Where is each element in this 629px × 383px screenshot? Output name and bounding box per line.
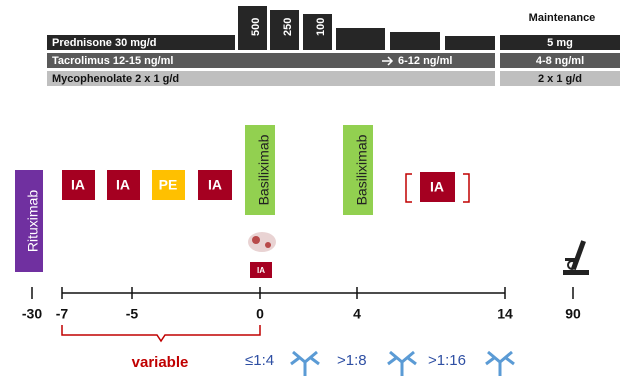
taper-bar: [445, 36, 495, 50]
ia-label: IA: [208, 177, 222, 193]
variable-label: variable: [132, 354, 189, 371]
maintenance-label: 5 mg: [547, 37, 573, 49]
pulse-label: 100: [315, 18, 327, 36]
tick-label: 0: [256, 306, 264, 322]
maintenance-label: 4-8 ng/ml: [536, 55, 584, 67]
antibody-icon: [291, 352, 319, 376]
ia-label: IA: [71, 177, 85, 193]
tick-label: -5: [126, 306, 139, 322]
brace: [62, 325, 260, 341]
antibody-shape: [388, 352, 416, 376]
tick-label: 4: [353, 306, 361, 322]
diagram: Prednisone 30 mg/d 500 250 100 Maintenan…: [0, 0, 629, 383]
ia-label: IA: [430, 179, 444, 195]
antibody-shape: [486, 352, 514, 376]
tick-label: 14: [497, 306, 513, 322]
mycophenolate-label: Mycophenolate 2 x 1 g/d: [52, 73, 179, 85]
titer-label: >1:16: [428, 352, 466, 369]
taper-bar: [390, 32, 440, 50]
small-ia-label: IA: [257, 266, 265, 275]
cell-icon: [248, 232, 276, 252]
prednisone-label: Prednisone 30 mg/d: [52, 37, 157, 49]
tacrolimus-label: Tacrolimus 12-15 ng/ml: [52, 55, 173, 67]
taper-bar: [336, 28, 385, 50]
ia-label: IA: [116, 177, 130, 193]
antibody-icon: [388, 352, 416, 376]
pulse-label: 250: [282, 18, 294, 36]
titer-label: ≤1:4: [245, 352, 274, 369]
maintenance-label: 2 x 1 g/d: [538, 73, 582, 85]
titer-label: >1:8: [337, 352, 367, 369]
tick-label: -30: [22, 306, 42, 322]
tacrolimus-later: 6-12 ng/ml: [398, 55, 452, 67]
pulse-label: 500: [250, 18, 262, 36]
rituximab-label: Rituximab: [25, 190, 41, 252]
basiliximab-label: Basiliximab: [256, 134, 272, 205]
maintenance-title: Maintenance: [529, 12, 596, 24]
tick-label: -7: [56, 306, 69, 322]
basiliximab-label: Basiliximab: [354, 134, 370, 205]
tick-label: 90: [565, 306, 581, 322]
microscope-icon: [563, 240, 589, 275]
pe-label: PE: [159, 177, 178, 193]
antibody-shape: [291, 352, 319, 376]
antibody-icon: [486, 352, 514, 376]
